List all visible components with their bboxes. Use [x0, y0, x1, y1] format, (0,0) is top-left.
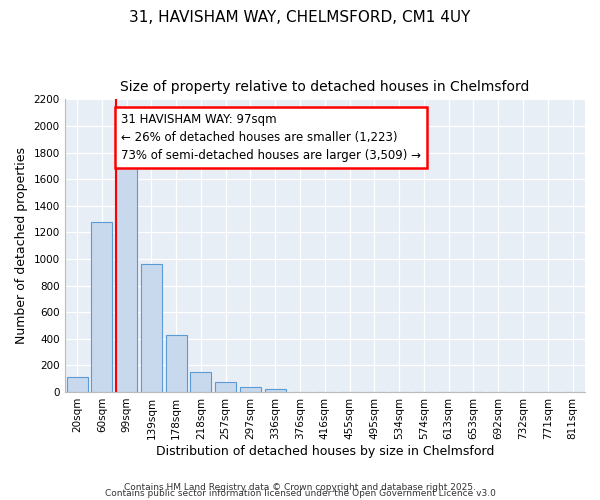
Bar — [265, 390, 286, 392]
Bar — [67, 378, 88, 392]
Text: 31 HAVISHAM WAY: 97sqm
← 26% of detached houses are smaller (1,223)
73% of semi-: 31 HAVISHAM WAY: 97sqm ← 26% of detached… — [121, 112, 421, 162]
X-axis label: Distribution of detached houses by size in Chelmsford: Distribution of detached houses by size … — [155, 444, 494, 458]
Bar — [190, 372, 211, 392]
Y-axis label: Number of detached properties: Number of detached properties — [15, 147, 28, 344]
Text: Contains HM Land Registry data © Crown copyright and database right 2025.: Contains HM Land Registry data © Crown c… — [124, 484, 476, 492]
Bar — [166, 335, 187, 392]
Title: Size of property relative to detached houses in Chelmsford: Size of property relative to detached ho… — [120, 80, 530, 94]
Bar — [141, 264, 162, 392]
Bar — [116, 158, 137, 392]
Bar — [215, 382, 236, 392]
Bar — [91, 222, 112, 392]
Text: 31, HAVISHAM WAY, CHELMSFORD, CM1 4UY: 31, HAVISHAM WAY, CHELMSFORD, CM1 4UY — [130, 10, 470, 25]
Text: Contains public sector information licensed under the Open Government Licence v3: Contains public sector information licen… — [104, 490, 496, 498]
Bar — [240, 386, 261, 392]
